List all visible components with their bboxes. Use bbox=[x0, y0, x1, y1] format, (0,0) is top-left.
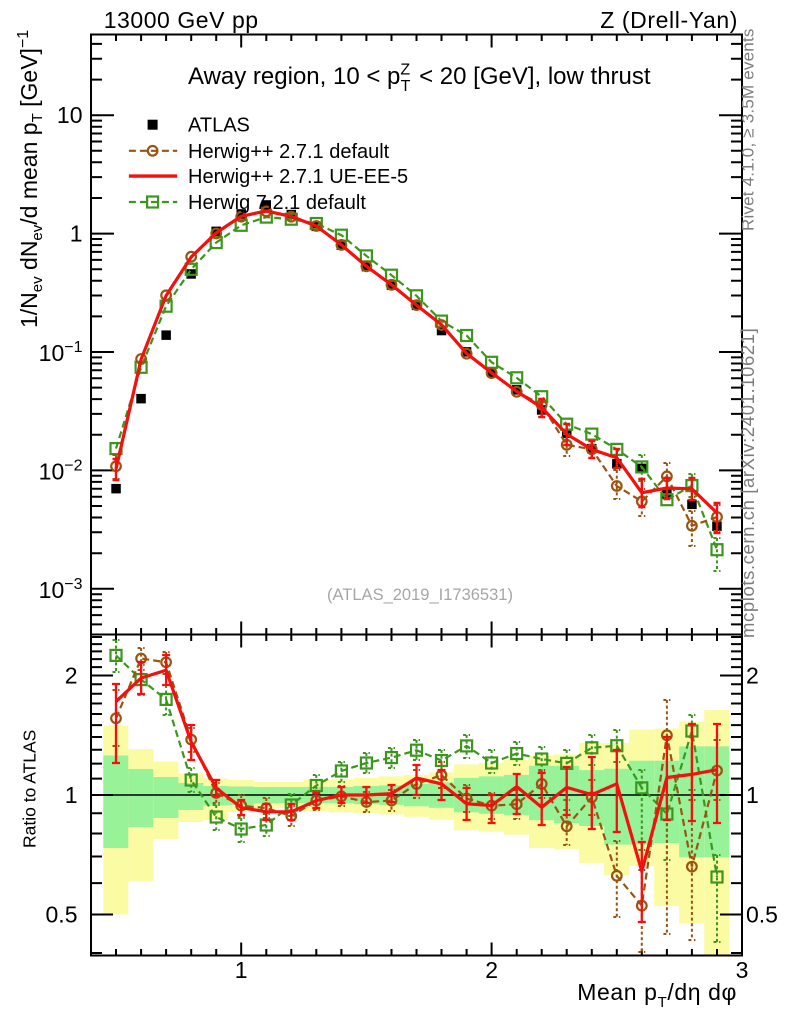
svg-text:0.5: 0.5 bbox=[746, 902, 778, 928]
svg-text:Rivet 4.1.0, ≥ 3.5M events: Rivet 4.1.0, ≥ 3.5M events bbox=[739, 28, 758, 231]
svg-text:3: 3 bbox=[736, 957, 749, 983]
svg-text:Herwig 7.2.1 default: Herwig 7.2.1 default bbox=[188, 192, 366, 214]
svg-text:ATLAS: ATLAS bbox=[188, 115, 250, 137]
svg-text:(ATLAS_2019_I1736531): (ATLAS_2019_I1736531) bbox=[327, 586, 513, 604]
svg-text:Herwig++ 2.7.1 default: Herwig++ 2.7.1 default bbox=[188, 141, 390, 163]
svg-text:Away region, 10 < pZT < 20 [Ge: Away region, 10 < pZ T < 20 [GeV], low th… bbox=[188, 62, 651, 96]
svg-text:mcplots.cern.ch [arXiv:2401.10: mcplots.cern.ch [arXiv:2401.10621] bbox=[737, 328, 758, 638]
svg-text:1: 1 bbox=[746, 782, 759, 808]
svg-text:2: 2 bbox=[65, 663, 78, 689]
svg-text:2: 2 bbox=[485, 957, 498, 983]
svg-text:Ratio to ATLAS: Ratio to ATLAS bbox=[20, 730, 40, 848]
svg-text:Z (Drell-Yan): Z (Drell-Yan) bbox=[600, 7, 738, 33]
svg-text:Herwig++ 2.7.1 UE-EE-5: Herwig++ 2.7.1 UE-EE-5 bbox=[188, 166, 408, 188]
svg-text:1: 1 bbox=[65, 782, 78, 808]
svg-text:0.5: 0.5 bbox=[46, 902, 78, 928]
svg-text:13000 GeV pp: 13000 GeV pp bbox=[104, 7, 259, 33]
svg-text:10−1: 10−1 bbox=[39, 339, 83, 366]
svg-text:2: 2 bbox=[746, 663, 759, 689]
svg-text:10: 10 bbox=[57, 102, 83, 128]
svg-text:1: 1 bbox=[235, 957, 248, 983]
svg-text:1: 1 bbox=[70, 221, 83, 247]
